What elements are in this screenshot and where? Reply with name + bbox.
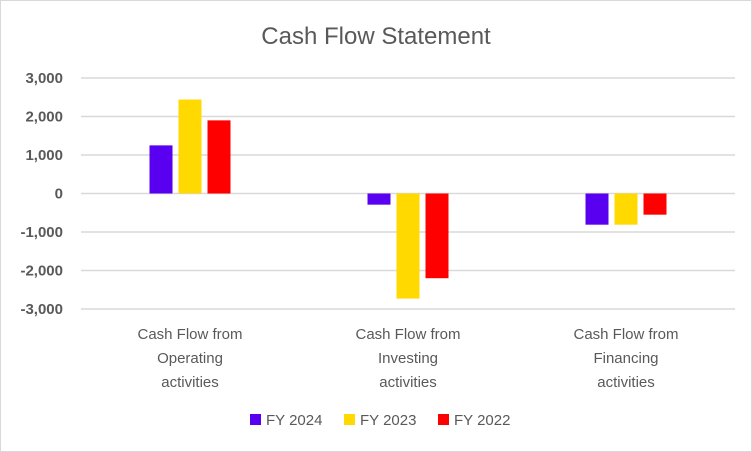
y-tick-label: 0 xyxy=(55,186,63,203)
legend-swatch xyxy=(438,414,449,425)
y-tick-label: 2,000 xyxy=(25,109,63,126)
x-category-label: activities xyxy=(597,374,655,391)
legend-label: FY 2024 xyxy=(266,412,322,429)
bar-fy-2023 xyxy=(178,99,202,194)
legend-label: FY 2022 xyxy=(454,412,510,429)
bar-fy-2023 xyxy=(396,193,420,299)
x-category-label: Investing xyxy=(378,350,438,367)
bar-fy-2024 xyxy=(367,193,391,205)
bar-fy-2022 xyxy=(643,193,667,215)
legend-label: FY 2023 xyxy=(360,412,416,429)
y-tick-label: 3,000 xyxy=(25,70,63,87)
x-category-label: Operating xyxy=(157,350,223,367)
bar-fy-2022 xyxy=(425,193,449,279)
x-category-label: Cash Flow from xyxy=(137,326,242,343)
chart-title: Cash Flow Statement xyxy=(261,23,491,50)
x-category-label: activities xyxy=(161,374,219,391)
legend-swatch xyxy=(344,414,355,425)
y-tick-label: 1,000 xyxy=(25,147,63,164)
bar-fy-2022 xyxy=(207,120,231,194)
y-tick-label: -2,000 xyxy=(20,263,63,280)
x-category-label: Cash Flow from xyxy=(355,326,460,343)
y-tick-label: -1,000 xyxy=(20,224,63,241)
bar-fy-2024 xyxy=(585,193,609,225)
x-category-label: Financing xyxy=(593,350,658,367)
y-tick-label: -3,000 xyxy=(20,301,63,318)
bar-fy-2023 xyxy=(614,193,638,225)
bar-fy-2024 xyxy=(149,145,173,194)
x-category-label: Cash Flow from xyxy=(573,326,678,343)
x-category-label: activities xyxy=(379,374,437,391)
legend-swatch xyxy=(250,414,261,425)
